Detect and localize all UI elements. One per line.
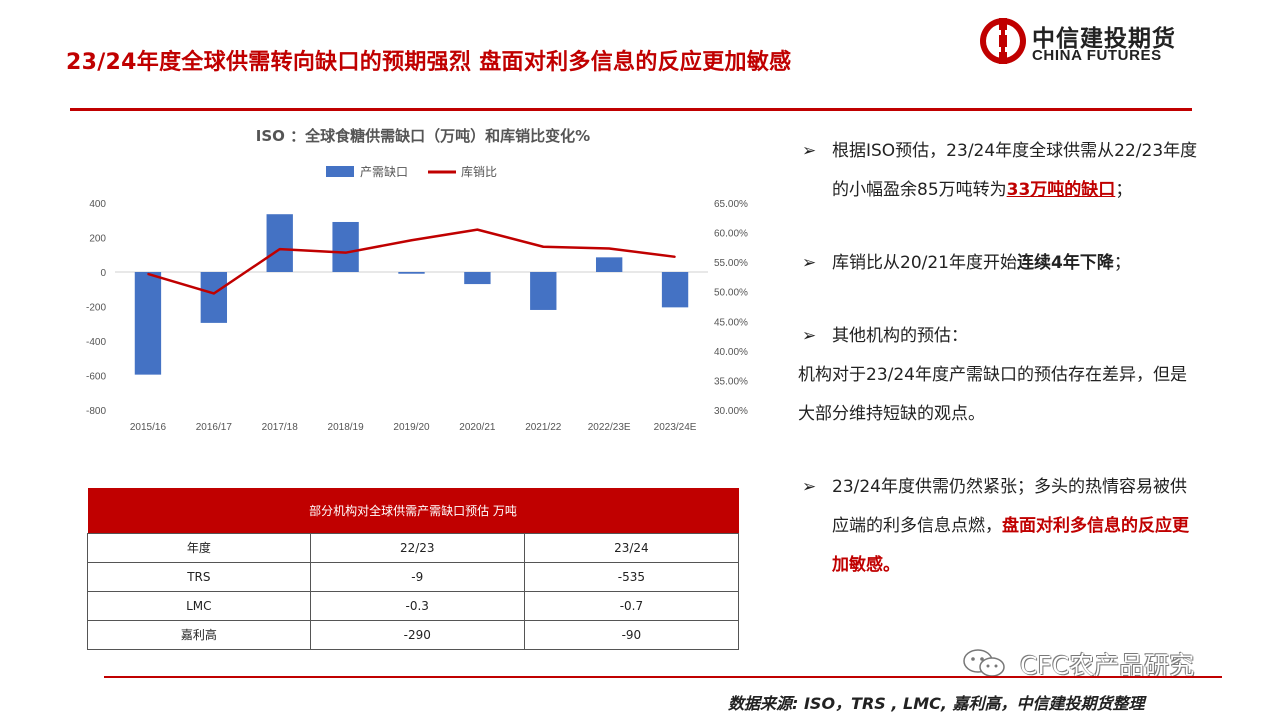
stock-ratio-point bbox=[674, 256, 676, 258]
table-cell: -0.7 bbox=[523, 590, 740, 621]
table-cell: -9 bbox=[309, 561, 525, 592]
bar-2021/22 bbox=[530, 272, 557, 310]
bullet-highlight: 连续4年下降 bbox=[1017, 253, 1114, 273]
bullet-iso-forecast: ➢ 根据ISO预估，23/24年度全球供需从22/23年度的小幅盈余85万吨转为… bbox=[798, 132, 1198, 210]
bullet-text: 其他机构的预估： bbox=[832, 326, 968, 346]
arrow-bullet-icon: ➢ bbox=[802, 253, 817, 273]
wechat-watermark: CFC农产品研究 bbox=[958, 646, 1240, 680]
stock-ratio-point bbox=[344, 251, 347, 254]
bullet-market-sentiment: ➢ 23/24年度供需仍然紧张；多头的热情容易被供应端的利多信息点燃，盘面对利多… bbox=[798, 468, 1198, 585]
chart-title: ISO ：全球食糖供需缺口（万吨）和库销比变化% bbox=[256, 127, 590, 145]
x-tick-label: 2023/24E bbox=[654, 422, 697, 433]
y-right-tick-label: 60.00% bbox=[714, 229, 748, 240]
table-cell: -90 bbox=[523, 619, 740, 650]
y-left-tick-label: 400 bbox=[89, 199, 106, 210]
citic-logo-icon bbox=[980, 18, 1026, 64]
bar-2022/23E bbox=[595, 257, 623, 272]
institution-forecast-table-box: 部分机构对全球供需产需缺口预估 万吨 年度 22/23 23/24 TRS -9… bbox=[87, 488, 740, 650]
x-tick-label: 2017/18 bbox=[262, 422, 299, 433]
footer-divider bbox=[104, 676, 1222, 678]
x-tick-label: 2021/22 bbox=[525, 422, 562, 433]
y-right-tick-label: 30.00% bbox=[714, 406, 748, 417]
analysis-bullets: ➢ 根据ISO预估，23/24年度全球供需从22/23年度的小幅盈余85万吨转为… bbox=[798, 132, 1198, 585]
table-cell: 嘉利高 bbox=[87, 619, 311, 650]
table-cell: LMC bbox=[87, 590, 311, 621]
bullet-stock-ratio: ➢ 库销比从20/21年度开始连续4年下降； bbox=[798, 244, 1198, 283]
table-header-cell: 22/23 bbox=[309, 532, 525, 563]
bar-2018/19 bbox=[332, 221, 359, 272]
y-left-tick-label: 200 bbox=[89, 234, 106, 245]
table-row: 嘉利高 -290 -90 bbox=[87, 619, 740, 650]
y-left-tick-label: 0 bbox=[100, 268, 106, 279]
legend-bar-label: 产需缺口 bbox=[360, 164, 408, 179]
y-right-tick-label: 35.00% bbox=[714, 376, 748, 387]
arrow-bullet-icon: ➢ bbox=[802, 477, 817, 497]
bar-2023/24E bbox=[661, 272, 689, 308]
table-header-cell: 23/24 bbox=[523, 532, 740, 563]
bullet-highlight: 33万吨的缺口 bbox=[1006, 180, 1116, 200]
table-cell: -290 bbox=[309, 619, 525, 650]
bar-2015/16 bbox=[134, 272, 162, 375]
page-title: 23/24年度全球供需转向缺口的预期强烈 盘面对利多信息的反应更加敏感 bbox=[66, 50, 792, 75]
x-tick-label: 2016/17 bbox=[196, 422, 233, 433]
bullet-body-text: 机构对于23/24年度产需缺口的预估存在差异，但是大部分维持短缺的观点。 bbox=[798, 365, 1187, 424]
y-left-tick-label: -400 bbox=[86, 337, 106, 348]
table-row: TRS -9 -535 bbox=[87, 561, 740, 592]
table-title: 部分机构对全球供需产需缺口预估 万吨 bbox=[87, 488, 739, 533]
legend-bar-swatch bbox=[326, 166, 354, 177]
bar-2016/17 bbox=[200, 272, 228, 323]
bullet-other-institutions: ➢ 其他机构的预估： bbox=[798, 317, 1198, 356]
logo-english-name: CHINA FUTURES bbox=[1032, 47, 1162, 64]
x-tick-label: 2019/20 bbox=[393, 422, 430, 433]
table-header-row: 年度 22/23 23/24 bbox=[87, 532, 740, 563]
wechat-icon bbox=[963, 649, 1005, 677]
x-tick-label: 2015/16 bbox=[130, 422, 167, 433]
bar-2017/18 bbox=[266, 214, 293, 272]
bullet-highlight: 盘面对利多信息的反应更加敏感。 bbox=[832, 516, 1189, 575]
x-tick-label: 2022/23E bbox=[588, 422, 631, 433]
stock-ratio-point bbox=[147, 273, 149, 275]
stock-ratio-point bbox=[410, 239, 413, 242]
institution-forecast-table: 部分机构对全球供需产需缺口预估 万吨 年度 22/23 23/24 TRS -9… bbox=[87, 488, 740, 650]
header-divider bbox=[70, 108, 1192, 111]
bullet-text: ； bbox=[1113, 253, 1131, 273]
table-row: LMC -0.3 -0.7 bbox=[87, 590, 740, 621]
watermark-text: CFC农产品研究 bbox=[1020, 651, 1195, 680]
bar-2020/21 bbox=[464, 272, 491, 285]
arrow-bullet-icon: ➢ bbox=[802, 141, 817, 161]
y-right-tick-label: 55.00% bbox=[714, 258, 748, 269]
table-cell: -0.3 bbox=[309, 590, 525, 621]
table-header-cell: 年度 bbox=[87, 532, 311, 563]
bullet-text: ； bbox=[1115, 180, 1133, 200]
y-left-tick-label: -800 bbox=[86, 406, 106, 417]
bullet-text: 根据ISO预估，23/24年度全球供需从22/23年度的小幅盈余85万吨转为 bbox=[832, 141, 1198, 200]
stock-ratio-point bbox=[542, 245, 545, 248]
legend-line-label: 库销比 bbox=[461, 164, 497, 179]
table-cell: TRS bbox=[87, 561, 311, 592]
y-right-tick-label: 50.00% bbox=[714, 288, 748, 299]
table-cell: -535 bbox=[523, 561, 740, 592]
y-right-tick-label: 65.00% bbox=[714, 199, 748, 210]
bar-2019/20 bbox=[398, 272, 425, 274]
y-right-tick-label: 40.00% bbox=[714, 347, 748, 358]
arrow-bullet-icon: ➢ bbox=[802, 326, 817, 346]
y-left-tick-label: -600 bbox=[86, 372, 106, 383]
stock-ratio-point bbox=[213, 292, 215, 295]
logo-chinese-name: 中信建投期货 bbox=[1032, 26, 1176, 52]
stock-ratio-point bbox=[278, 248, 281, 250]
x-tick-label: 2020/21 bbox=[459, 422, 496, 433]
sugar-gap-chart: ISO ：全球食糖供需缺口（万吨）和库销比变化% 产需缺口 库销比 400 200 0 -2… bbox=[78, 114, 768, 444]
stock-ratio-point bbox=[608, 247, 610, 250]
brand-logo: 中信建投期货 CHINA FUTURES bbox=[978, 16, 1218, 72]
x-tick-label: 2018/19 bbox=[328, 422, 365, 433]
chart-svg: ISO ：全球食糖供需缺口（万吨）和库销比变化% 产需缺口 库销比 400 200 0 -2… bbox=[86, 127, 748, 433]
y-right-tick-label: 45.00% bbox=[714, 317, 748, 328]
y-left-tick-label: -200 bbox=[86, 303, 106, 314]
stock-ratio-point bbox=[476, 228, 479, 231]
bullet-text: 库销比从20/21年度开始 bbox=[832, 253, 1017, 273]
bullet-text: 23/24年度供需仍然紧张；多头的热情容易被供应端的利多信息点燃， bbox=[832, 477, 1187, 536]
data-source: 数据来源: ISO，TRS , LMC, 嘉利高，中信建投期货整理 bbox=[728, 694, 1145, 713]
